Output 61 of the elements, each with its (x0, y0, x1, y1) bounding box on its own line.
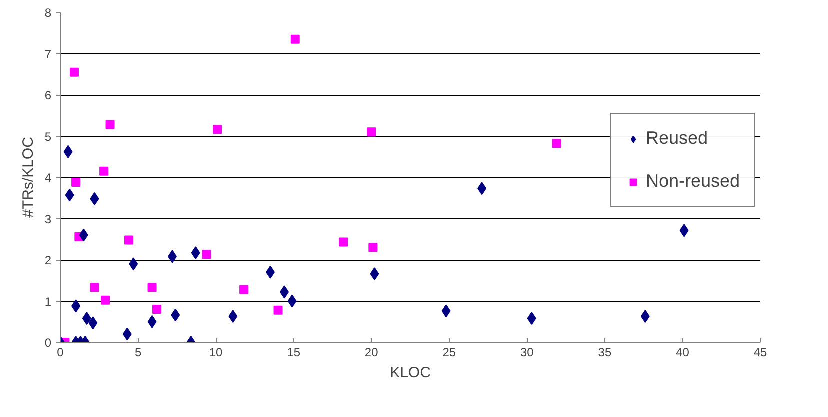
point (90, 283, 100, 292)
y-tick-label: 4 (44, 171, 52, 185)
point (213, 125, 222, 134)
point (148, 315, 157, 328)
point (552, 139, 562, 148)
point (129, 258, 138, 271)
point (72, 178, 81, 187)
y-tick-label: 2 (44, 254, 52, 268)
point (202, 250, 212, 260)
point (70, 68, 79, 77)
x-tick-label: 10 (209, 346, 224, 360)
point (152, 305, 162, 314)
y-tick-label: 6 (44, 88, 52, 102)
x-tick-label: 30 (520, 346, 534, 360)
x-tick-label: 15 (287, 346, 301, 360)
point (368, 243, 378, 252)
point (171, 308, 180, 322)
point (367, 128, 376, 137)
y-tick-label: 1 (44, 294, 52, 309)
x-tick-label: 45 (754, 346, 768, 360)
point (79, 228, 88, 242)
point (106, 120, 115, 130)
point (527, 312, 536, 326)
point (148, 283, 157, 292)
x-tick-label: 5 (134, 346, 142, 360)
x-tick-label: 25 (442, 346, 456, 360)
y-tick-label: 7 (44, 47, 52, 62)
point (88, 316, 98, 330)
point (274, 306, 283, 315)
point (124, 236, 134, 245)
point (290, 34, 300, 44)
point (191, 246, 200, 260)
point (72, 300, 81, 313)
y-tick-label: 5 (44, 130, 52, 144)
point (442, 304, 451, 318)
point (240, 285, 249, 294)
point (64, 145, 73, 158)
point (101, 296, 110, 305)
point (100, 166, 109, 176)
x-tick-label: 20 (364, 346, 379, 360)
point (288, 294, 297, 308)
y-tick-label: 8 (44, 6, 52, 20)
x-tick-label: 35 (598, 346, 612, 360)
point (370, 268, 380, 281)
y-tick-label: 3 (44, 212, 52, 226)
point (65, 188, 74, 202)
x-tick-label: 40 (676, 346, 690, 360)
legend-label: Reused (646, 128, 708, 149)
point (680, 224, 689, 238)
point (478, 182, 487, 196)
point (228, 310, 238, 324)
y-tick-label: 0 (44, 336, 52, 350)
point (339, 238, 348, 247)
x-tick-label: 0 (57, 346, 64, 360)
point (640, 310, 650, 324)
x-axis-title: KLOC (390, 364, 432, 382)
y-axis-title: #TRs/KLOC (20, 136, 37, 218)
point (82, 312, 92, 326)
point (122, 328, 132, 341)
point (90, 192, 100, 206)
legend-label: Non-reused (646, 171, 740, 192)
